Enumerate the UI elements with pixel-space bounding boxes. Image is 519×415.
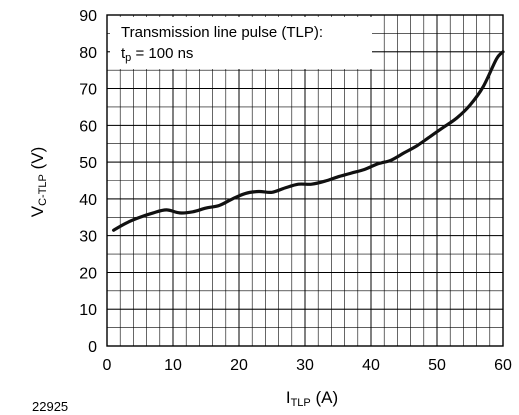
x-tick-label: 60 xyxy=(494,357,512,374)
figure-id: 22925 xyxy=(32,399,68,414)
annotation-line-1: Transmission line pulse (TLP): xyxy=(121,24,323,41)
x-tick-label: 50 xyxy=(428,357,446,374)
y-tick-label: 50 xyxy=(79,155,97,172)
y-axis-title: VC-TLP (V) xyxy=(28,147,49,218)
y-tick-label: 40 xyxy=(79,192,97,209)
x-tick-label: 10 xyxy=(164,357,182,374)
y-tick-label: 0 xyxy=(88,339,97,356)
series-line xyxy=(112,50,505,232)
y-tick-label: 30 xyxy=(79,229,97,246)
x-tick-label: 40 xyxy=(362,357,380,374)
x-axis-title: ITLP (A) xyxy=(286,388,338,409)
x-tick-label: 0 xyxy=(103,357,112,374)
y-tick-label: 60 xyxy=(79,118,97,135)
x-tick-label: 20 xyxy=(230,357,248,374)
y-tick-label: 20 xyxy=(79,265,97,282)
annotation-line-2: tp = 100 ns xyxy=(121,45,193,64)
y-tick-label: 80 xyxy=(79,45,97,62)
y-tick-label: 90 xyxy=(79,8,97,25)
y-tick-labels: 0 10 20 30 40 50 60 70 80 90 xyxy=(79,8,97,356)
x-tick-labels: 0 10 20 30 40 50 60 xyxy=(103,357,512,374)
y-tick-label: 70 xyxy=(79,82,97,99)
annotation-box xyxy=(110,17,372,69)
y-tick-label: 10 xyxy=(79,302,97,319)
plot-frame xyxy=(106,14,504,347)
x-tick-label: 30 xyxy=(296,357,314,374)
